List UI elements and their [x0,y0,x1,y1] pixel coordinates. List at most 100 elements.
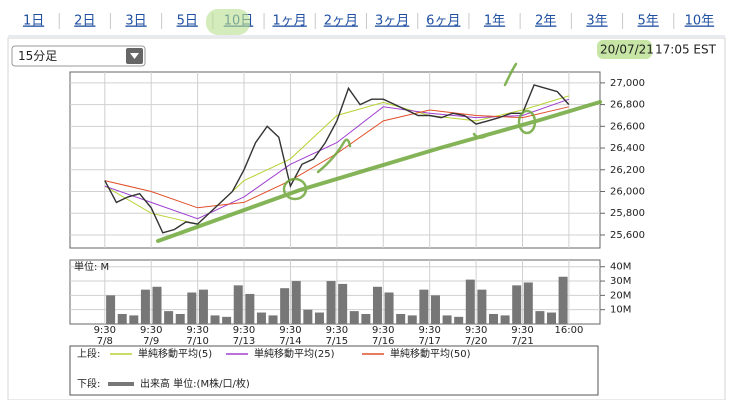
legend-upper-label: 上段: [77,347,100,360]
volume-bar [326,281,336,324]
tab[interactable]: 5年 [638,14,659,29]
x-tick-label: 16:00 [554,325,583,336]
tab[interactable]: 2ヶ月 [324,14,358,29]
volume-bar [430,295,440,324]
legend-label: 出来高 単位:(M株/口/枚) [140,377,250,390]
volume-bar [547,312,557,324]
x-tick-label: 9:30 [279,325,301,336]
annotations [156,9,602,243]
y-tick-label: 30M [610,276,631,287]
volume-bar [454,316,464,324]
trend-line [156,100,602,243]
volume-bar [280,288,290,324]
volume-bar [500,315,510,324]
price-line [104,84,570,234]
y-tick-label: 10M [610,305,631,316]
volume-bar [256,312,266,324]
x-tick-label: 9:30 [233,325,255,336]
volume-bar [233,285,243,324]
y-tick-label: 26,400 [610,143,645,154]
plot-layer: 25,600 25,800 26,000 26,200 26,400 26,600 26,8… [69,71,645,347]
x-tick-date: 7/14 [279,336,301,347]
x-tick-date: 7/21 [511,336,533,347]
arrow-mark [503,62,518,87]
volume-bar [245,293,255,324]
volume-bar [465,279,475,324]
timestamp-time: 17:05 EST [655,43,717,57]
tab[interactable]: 1日 [23,14,44,29]
x-tick-date: 7/17 [418,336,440,347]
plot-area [69,71,601,249]
x-tick-label: 9:30 [465,325,487,336]
x-tick-date: 7/16 [372,336,394,347]
tab[interactable]: 5日 [177,14,198,29]
x-tick-label: 9:30 [326,325,348,336]
volume-bar [152,286,162,324]
tab[interactable]: 1年 [484,14,505,29]
tab[interactable]: 3ヶ月 [375,14,409,29]
x-tick-label: 9:30 [94,325,116,336]
legend-label: 単純移動平均(25) [254,347,335,360]
x-tick-label: 9:30 [372,325,394,336]
tab[interactable]: 2日 [74,14,95,29]
volume-bar [523,282,533,324]
arrow-mark [316,138,352,174]
volume-bar [419,289,429,324]
select-arrow [130,53,139,59]
tab[interactable]: 1ヶ月 [273,14,307,29]
y-tick-label: 20M [610,290,631,301]
volume-bar [338,283,348,324]
legend-entries: 単純移動平均(5) 単純移動平均(25) 単純移動平均(50) 出来高 単位:(M株/… [108,347,471,390]
x-tick-date: 7/15 [326,336,348,347]
tab[interactable]: 3年 [586,14,607,29]
volume-bar [442,315,452,324]
timestamp-date: 20/07/21 [600,43,654,57]
tick-mark [472,132,488,139]
x-tick-date: 7/20 [465,336,487,347]
volume-unit: 単位: M [74,260,109,273]
legend-lower-label: 下段: [77,377,100,390]
tab[interactable]: 10年 [685,14,715,29]
tab[interactable]: 2年 [535,14,556,29]
circle-mark [282,177,308,201]
interval-select[interactable] [11,45,146,67]
volume-bar [372,286,382,324]
x-tick-label: 9:30 [418,325,440,336]
volume-bar [384,292,394,324]
date-highlight [597,40,652,59]
y-tick-label: 25,600 [610,230,645,241]
volume-bar [396,313,406,324]
y-tick-label: 25,800 [610,208,645,219]
volume-bar [164,311,174,324]
legend-label: 単純移動平均(5) [138,347,212,360]
y-tick-label: 26,200 [610,165,645,176]
moving-average-line [104,98,570,220]
y-tick-label: 27,000 [610,78,645,89]
x-tick-label: 9:30 [140,325,162,336]
x-tick-date: 7/10 [186,336,208,347]
interval-select-text: 15分足 [18,49,57,63]
volume-bar [477,289,487,324]
volume-bar [349,311,359,324]
x-tick-date: 7/8 [97,336,113,347]
tab[interactable]: 6ヶ月 [426,14,460,29]
circle-mark [517,109,537,135]
volume-bar [303,309,313,324]
volume-bar [140,289,150,324]
x-tick-date: 7/13 [233,336,255,347]
x-tick-label: 9:30 [511,325,533,336]
volume-bar [198,289,208,324]
volume-bar [222,316,232,324]
y-tick-label: 40M [610,262,631,273]
legend-label: 単純移動平均(50) [390,347,471,360]
tab-highlight [206,9,250,35]
volume-bar [558,276,568,324]
y-tick-label: 26,000 [610,187,645,198]
volume-bar [117,313,127,324]
volume-bar [268,315,278,324]
volume-bar [187,292,197,324]
volume-bar [535,311,545,324]
volume-bar [361,313,371,324]
volume-bar [210,315,220,324]
tab[interactable]: 3日 [125,14,146,29]
